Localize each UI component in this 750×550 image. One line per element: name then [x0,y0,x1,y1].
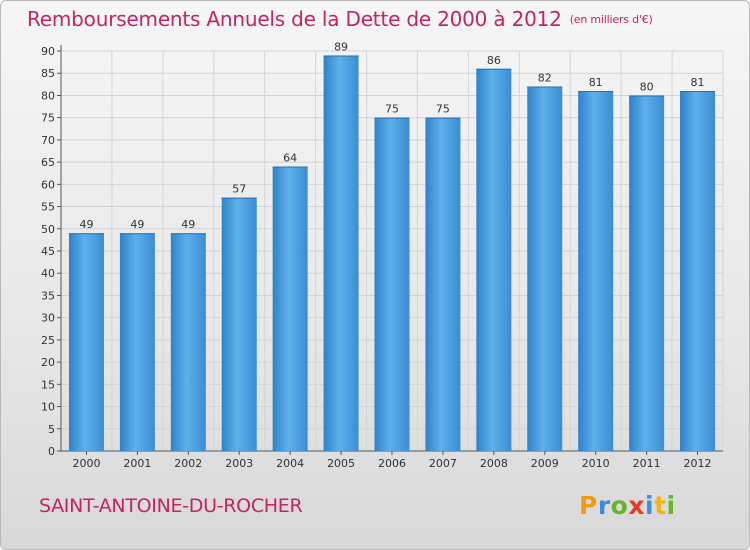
y-tick-label: 65 [41,156,55,169]
y-tick-label: 80 [41,89,55,102]
y-tick-label: 15 [41,378,55,391]
data-label: 75 [436,103,450,116]
town-name: SAINT-ANTOINE-DU-ROCHER [39,495,303,517]
bars [68,55,716,452]
bar [476,68,512,452]
data-label: 49 [130,218,144,231]
y-tick-label: 10 [41,401,55,414]
data-labels: 49 49 49 57 64 89 75 75 86 82 81 80 81 [79,40,704,231]
y-tick-label: 75 [41,112,55,125]
y-tick-label: 70 [41,134,55,147]
x-tick-label: 2008 [480,457,508,470]
x-tick-label: 2003 [225,457,253,470]
bar [323,55,359,451]
logo-letter: t [654,491,667,520]
logo-letter: x [628,491,645,520]
data-label: 82 [538,72,552,85]
x-tick-label: 2004 [276,457,304,470]
x-tick-label: 2007 [429,457,457,470]
x-tick-label: 2010 [582,457,610,470]
y-tick-label: 0 [48,445,55,458]
chart-title: Remboursements Annuels de la Dette de 20… [27,7,653,31]
x-tick-label: 2009 [531,457,559,470]
bar [119,233,155,451]
y-tick-label: 45 [41,245,55,258]
data-label: 81 [589,76,603,89]
x-tick-label: 2000 [72,457,100,470]
data-label: 86 [487,54,501,67]
data-label: 49 [79,218,93,231]
data-label: 89 [334,40,348,53]
data-label: 64 [283,152,297,165]
bar [527,86,563,452]
bar [629,95,665,451]
logo-letter: i [666,491,676,520]
y-tick-label: 50 [41,223,55,236]
y-tick-label: 55 [41,201,55,214]
x-tick-label: 2002 [174,457,202,470]
x-tick-label: 2012 [684,457,712,470]
y-tick-label: 85 [41,67,55,80]
y-tick-labels: 0 5 10 15 20 25 30 35 40 45 50 55 60 65 70 75 80 85 90 [41,45,55,458]
y-tick-label: 90 [41,45,55,58]
data-label: 49 [181,218,195,231]
proxiti-logo[interactable]: Proxiti [579,491,676,520]
data-label: 57 [232,183,246,196]
x-tick-label: 2005 [327,457,355,470]
bar [425,117,461,452]
y-tick-label: 60 [41,178,55,191]
logo-letter: P [579,491,598,520]
x-tick-label: 2006 [378,457,406,470]
y-tick-label: 40 [41,267,55,280]
logo-letter: o [610,491,629,520]
x-tick-label: 2001 [123,457,151,470]
data-label: 75 [385,103,399,116]
data-label: 81 [691,76,705,89]
y-tick-label: 35 [41,289,55,302]
bar [221,197,257,451]
logo-letter: r [597,491,611,520]
data-label: 80 [640,80,654,93]
bar [680,91,716,451]
bar [578,91,614,451]
x-tick-label: 2011 [633,457,661,470]
y-tick-label: 20 [41,356,55,369]
chart-unit: (en milliers d'€) [569,13,653,26]
y-tick-label: 25 [41,334,55,347]
bar [68,233,104,451]
y-tick-label: 30 [41,312,55,325]
bar [374,117,410,452]
y-tick-label: 5 [48,423,55,436]
logo-letter: i [645,491,655,520]
x-tick-labels: 2000 2001 2002 2003 2004 2005 2006 2007 2008 2009… [72,457,711,470]
chart-title-text: Remboursements Annuels de la Dette de 20… [27,7,562,31]
bar [272,166,308,452]
bar [170,233,206,451]
